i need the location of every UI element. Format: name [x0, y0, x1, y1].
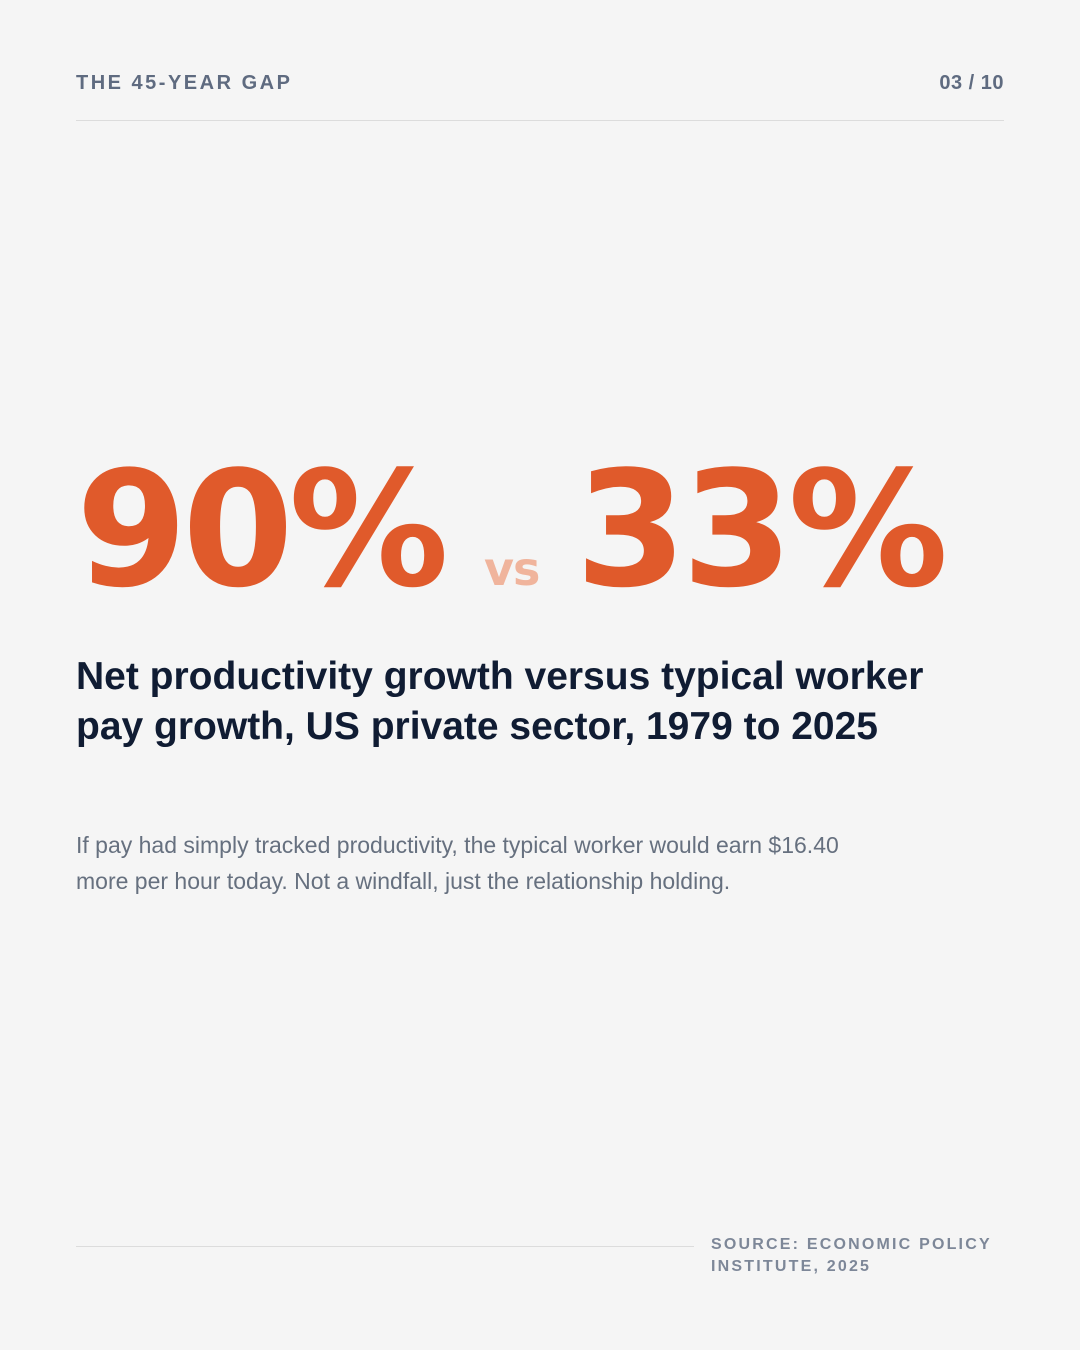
stat-left: 90% [76, 436, 449, 623]
stat-separator: vs [483, 542, 540, 596]
body-text: If pay had simply tracked productivity, … [76, 832, 839, 894]
source: SOURCE: ECONOMIC POLICY INSTITUTE, 2025 [711, 1236, 992, 1275]
divider [76, 1246, 694, 1247]
stat-right: 33% [575, 436, 948, 623]
page-number: 03 / 10 [939, 72, 1004, 94]
divider [76, 120, 1004, 121]
stats: 90% vs 33% [76, 436, 948, 623]
kicker: THE 45-YEAR GAP [76, 72, 293, 94]
headline: Net productivity growth versus typical w… [76, 655, 924, 748]
